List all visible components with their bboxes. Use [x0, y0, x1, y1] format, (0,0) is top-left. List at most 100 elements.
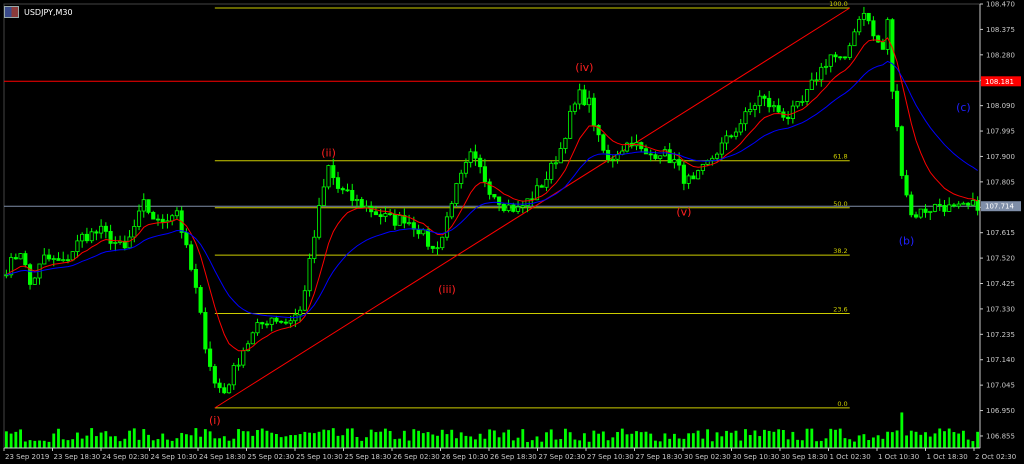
candle-body [667, 149, 672, 164]
candle [326, 164, 331, 190]
candle-body [440, 236, 445, 249]
wave-label: (v) [676, 205, 691, 218]
candle [904, 169, 909, 198]
candle [80, 232, 85, 248]
candle [255, 318, 260, 336]
candle-body [444, 216, 450, 238]
candle [497, 196, 502, 212]
candle [714, 152, 720, 161]
candle-body [700, 163, 705, 171]
candle-body [895, 90, 900, 128]
candle-body [819, 66, 824, 81]
plot-frame [3, 3, 981, 449]
candle [539, 184, 544, 188]
candle-body [828, 54, 833, 67]
candle [553, 156, 559, 169]
candle [174, 207, 179, 219]
candle-body [388, 213, 393, 215]
candle [805, 89, 810, 106]
chart-title-bar: USDJPY,M30 [4, 6, 73, 18]
candle-body [658, 155, 663, 159]
candle-body [738, 123, 743, 133]
candle [13, 253, 18, 260]
candle [94, 229, 99, 241]
candle [786, 111, 791, 125]
time-tick-label: 2 Oct 02:30 [975, 453, 1016, 461]
candle-body [383, 213, 388, 218]
candle-body [719, 142, 724, 155]
candle-body [686, 175, 691, 184]
candle-body [482, 166, 487, 183]
candle [274, 315, 279, 324]
candle-body [108, 230, 113, 244]
candle-body [923, 208, 928, 213]
time-tick-label: 24 Sep 02:30 [102, 453, 149, 461]
candle-body [42, 254, 47, 265]
candle-body [956, 203, 961, 207]
candle-body [264, 323, 270, 326]
candle-body [217, 382, 222, 389]
candle-body [800, 100, 805, 103]
candle [298, 306, 303, 322]
candle-body [193, 269, 198, 288]
candle-body [577, 89, 582, 105]
candle [629, 136, 634, 149]
candle-body [913, 214, 919, 218]
price-tick-label: 107.045 [986, 382, 1015, 390]
candle [75, 234, 80, 258]
candle-body [511, 204, 516, 212]
price-tick-label: 107.615 [986, 229, 1015, 237]
candle [748, 102, 753, 115]
candle [947, 197, 952, 212]
candle [852, 28, 857, 47]
candle-body [32, 277, 37, 285]
candle-body [478, 157, 483, 168]
candle-body [563, 137, 568, 149]
candle-body [871, 20, 876, 37]
time-tick-label: 30 Sep 10:30 [733, 453, 780, 461]
candle-body [606, 149, 611, 161]
candle [909, 191, 914, 218]
candle-body [823, 65, 829, 68]
candle [563, 137, 568, 154]
candle [516, 200, 521, 214]
hline-price-tag-text: 108.181 [985, 78, 1014, 86]
candle [506, 199, 511, 213]
candle [407, 214, 412, 226]
time-tick-label: 1 Oct 02:30 [830, 453, 871, 461]
candle-body [170, 215, 175, 222]
candle [459, 169, 464, 189]
candle-body [321, 186, 326, 206]
time-tick-label: 26 Sep 18:30 [490, 453, 537, 461]
candle [961, 201, 966, 205]
candle [264, 320, 270, 329]
candle-body [118, 240, 123, 243]
candle [160, 214, 165, 229]
candle [762, 94, 767, 107]
wave-label: (iv) [575, 61, 593, 74]
candle-body [786, 116, 791, 120]
candle [350, 183, 355, 206]
candle-body [558, 148, 563, 164]
price-tick-label: 108.470 [986, 1, 1015, 9]
candle-body [904, 175, 909, 196]
candle-body [331, 165, 336, 179]
candle [814, 72, 819, 86]
candle [587, 90, 592, 113]
candle [32, 276, 37, 285]
candle-body [696, 170, 701, 180]
candle-body [473, 151, 478, 159]
candle-body [610, 158, 615, 161]
candle [918, 208, 923, 219]
candle-body [459, 172, 464, 184]
candle-body [833, 54, 838, 58]
candle [99, 219, 104, 239]
candle-body [705, 160, 710, 165]
candle-body [587, 97, 592, 106]
price-tick-label: 107.995 [986, 128, 1015, 136]
candle [269, 317, 274, 332]
candle [568, 105, 573, 140]
fib-level-label: 100.0 [829, 0, 848, 8]
